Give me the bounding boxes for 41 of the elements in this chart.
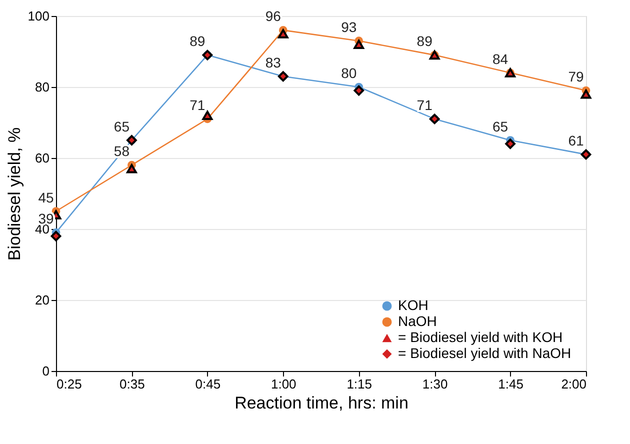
- data-label: 61: [568, 132, 584, 148]
- point: [278, 29, 288, 38]
- y-axis-title: Biodiesel yield, %: [4, 127, 24, 261]
- data-label: 83: [265, 54, 282, 70]
- data-label: 89: [190, 33, 206, 50]
- data-label: 65: [492, 118, 508, 134]
- x-tick-label: 1:00: [270, 376, 296, 392]
- y-tick-label: 0: [42, 364, 50, 378]
- x-tick-label: 0:25: [56, 376, 82, 392]
- point: [580, 89, 592, 99]
- y-tick-label: 100: [28, 8, 50, 24]
- x-tick-label: 1:30: [422, 376, 448, 392]
- point: [50, 230, 62, 242]
- data-label: 93: [341, 18, 357, 35]
- point: [354, 85, 364, 96]
- data-label: 45: [38, 189, 54, 206]
- point: [126, 164, 137, 174]
- data-label: 79: [568, 68, 584, 85]
- legend-label: = Biodiesel yield with KOH: [398, 329, 563, 345]
- point: [202, 110, 213, 120]
- data-label: 65: [114, 118, 130, 134]
- x-tick-label: 0:35: [120, 376, 145, 392]
- data-label: 89: [416, 33, 433, 50]
- legend-label: KOH: [398, 297, 428, 313]
- legend-label: NaOH: [398, 313, 437, 329]
- y-tick-label: 60: [35, 150, 50, 166]
- x-tick-label: 1:15: [346, 376, 372, 392]
- point: [505, 138, 516, 149]
- data-label: 80: [341, 65, 357, 81]
- x-tick-label: 2:00: [561, 376, 586, 392]
- x-tick-label: 0:45: [195, 376, 221, 392]
- data-label: 84: [492, 50, 508, 67]
- point: [354, 40, 364, 50]
- legend-label: = Biodiesel yield with NaOH: [398, 345, 572, 361]
- x-tick-label: 1:45: [498, 376, 524, 392]
- x-axis-title: Reaction time, hrs: min: [234, 394, 408, 412]
- data-label: 96: [265, 8, 282, 24]
- y-tick-label: 80: [35, 80, 50, 94]
- y-tick-label: 20: [35, 292, 50, 308]
- data-label: 71: [190, 96, 206, 113]
- data-label: 71: [416, 96, 433, 113]
